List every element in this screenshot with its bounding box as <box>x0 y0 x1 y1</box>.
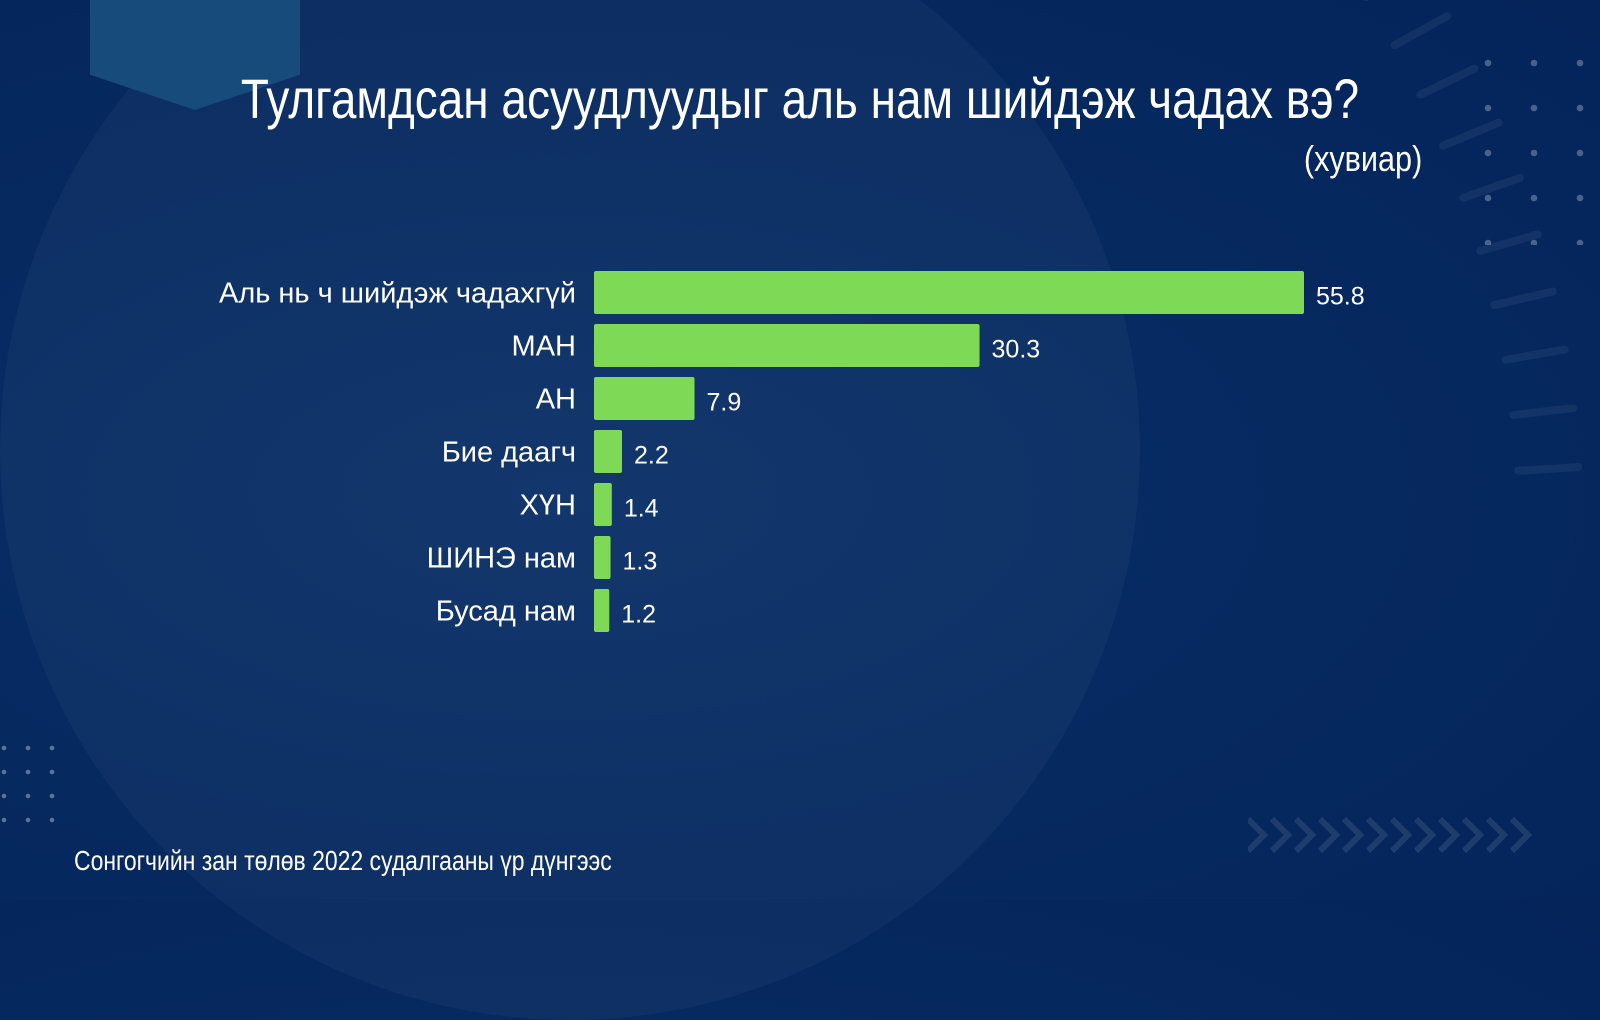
category-label: ШИНЭ нам <box>427 543 576 575</box>
dot <box>1484 239 1492 245</box>
dot <box>1484 104 1492 112</box>
dot <box>1530 104 1538 112</box>
dot <box>25 745 31 751</box>
chevron-right-icon <box>1437 816 1461 854</box>
page-title: Тулгамдсан асуудлуудыг аль нам шийдэж ча… <box>240 67 1360 130</box>
dot <box>1576 59 1584 67</box>
bar <box>594 324 980 367</box>
value-label: 1.4 <box>624 495 659 523</box>
bar-group: АН 7.9 <box>536 377 742 420</box>
tick-mark <box>1390 12 1452 50</box>
dot <box>1484 59 1492 67</box>
chevron-right-icon <box>1413 816 1437 854</box>
value-label: 1.2 <box>621 601 656 629</box>
dot <box>49 745 55 751</box>
dot <box>25 817 31 823</box>
dot <box>1530 149 1538 157</box>
bar <box>594 536 611 579</box>
dot <box>25 793 31 799</box>
value-label: 55.8 <box>1316 283 1365 311</box>
tick-mark <box>1416 64 1479 99</box>
value-label: 30.3 <box>992 336 1041 364</box>
tick-mark <box>1439 118 1503 150</box>
bar-group: Бусад нам 1.2 <box>436 589 656 632</box>
dot <box>1 817 7 823</box>
dot <box>49 769 55 775</box>
chevron-right-icon <box>1389 816 1413 854</box>
category-label: МАН <box>512 331 576 363</box>
chevron-right-icon <box>1509 816 1533 854</box>
dot <box>1 793 7 799</box>
dot <box>1 769 7 775</box>
dot <box>1530 239 1538 245</box>
bar <box>594 589 610 632</box>
dot <box>49 793 55 799</box>
dot-grid-decoration <box>1484 59 1584 245</box>
tick-mark <box>1476 230 1542 256</box>
tick-mark <box>1501 345 1569 364</box>
dot <box>49 817 55 823</box>
value-label: 7.9 <box>707 389 742 417</box>
dot <box>1576 149 1584 157</box>
dot <box>1576 239 1584 245</box>
tick-mark <box>1490 287 1557 310</box>
chevron-pattern-decoration <box>1248 816 1533 854</box>
chevron-right-icon <box>1485 816 1509 854</box>
bar <box>594 377 695 420</box>
bar-group: ШИНЭ нам 1.3 <box>427 536 658 579</box>
dot <box>1484 149 1492 157</box>
page-subtitle: (хувиар) <box>1303 138 1422 179</box>
bar <box>594 483 612 526</box>
tick-mark <box>1509 404 1577 420</box>
dot <box>25 769 31 775</box>
chevron-right-icon <box>1341 816 1365 854</box>
category-label: Аль нь ч шийдэж чадахгүй <box>219 278 576 310</box>
category-label: Бусад нам <box>436 596 576 628</box>
dot <box>1484 194 1492 202</box>
chevron-right-icon <box>1269 816 1293 854</box>
bar-group: Аль нь ч шийдэж чадахгүй 55.8 <box>219 271 1365 314</box>
tick-arc-decoration <box>1363 0 1583 475</box>
dot-grid-decoration <box>1 745 55 823</box>
chevron-right-icon <box>1365 816 1389 854</box>
dot <box>1530 59 1538 67</box>
value-label: 2.2 <box>634 442 669 470</box>
tick-mark <box>1459 173 1524 202</box>
category-label: ХҮН <box>520 490 576 522</box>
bar <box>594 271 1304 314</box>
bar-group: Бие даагч 2.2 <box>442 430 669 473</box>
dot <box>1 745 7 751</box>
chevron-right-icon <box>1293 816 1317 854</box>
chevron-right-icon <box>1461 816 1485 854</box>
dot <box>1530 194 1538 202</box>
category-label: Бие даагч <box>442 437 576 469</box>
dot <box>1576 194 1584 202</box>
category-label: АН <box>536 384 576 416</box>
dot <box>1576 104 1584 112</box>
value-label: 1.3 <box>623 548 658 576</box>
chevron-right-icon <box>1248 816 1269 854</box>
source-footnote: Сонгогчийн зан төлөв 2022 судалгааны үр … <box>74 845 612 876</box>
chevron-right-icon <box>1317 816 1341 854</box>
tick-mark <box>1514 463 1583 475</box>
bar-group: ХҮН 1.4 <box>520 483 659 526</box>
bar-group: МАН 30.3 <box>512 324 1041 367</box>
bar <box>594 430 622 473</box>
bar-chart: Аль нь ч шийдэж чадахгүй 55.8 МАН 30.3 АН 7.9… <box>219 271 1365 632</box>
